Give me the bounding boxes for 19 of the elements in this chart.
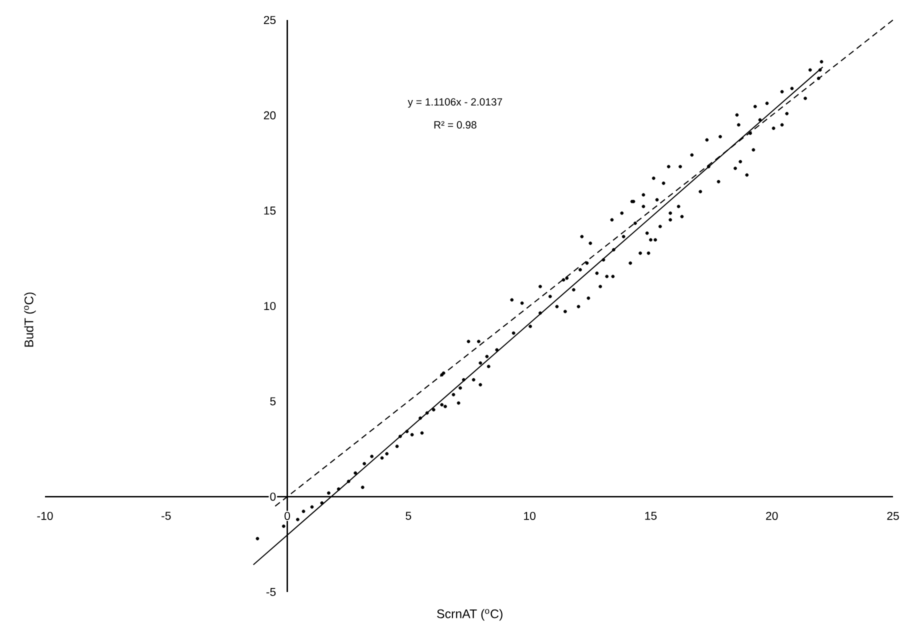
y-tick-label: 25 — [264, 16, 276, 24]
y-tick-label: 20 — [264, 111, 276, 120]
y-tick-label: 15 — [264, 206, 276, 215]
y-tick-label: 10 — [264, 302, 276, 310]
y-axis-title: BudT ($^{o}$C) — [24, 292, 36, 347]
x-tick-label: 20 — [766, 512, 778, 520]
x-tick-label: -10 — [37, 512, 53, 520]
annotation: y = 1.1106x - 2.0137 — [408, 98, 502, 108]
y-tick-label: 5 — [270, 397, 276, 406]
x-tick-label: 5 — [406, 512, 412, 520]
x-tick-label: -5 — [162, 512, 171, 520]
x-axis-title: ScrnAT ($^{o}$C) — [437, 609, 502, 621]
y-tick-label: 0 — [270, 492, 276, 501]
y-tick-label: -5 — [266, 588, 276, 596]
x-tick-label: 10 — [524, 512, 536, 520]
x-tick-label: 25 — [887, 512, 899, 520]
annotation: R² = 0.98 — [434, 121, 476, 129]
x-tick-label: 0 — [284, 512, 290, 520]
x-tick-label: 15 — [645, 512, 657, 520]
